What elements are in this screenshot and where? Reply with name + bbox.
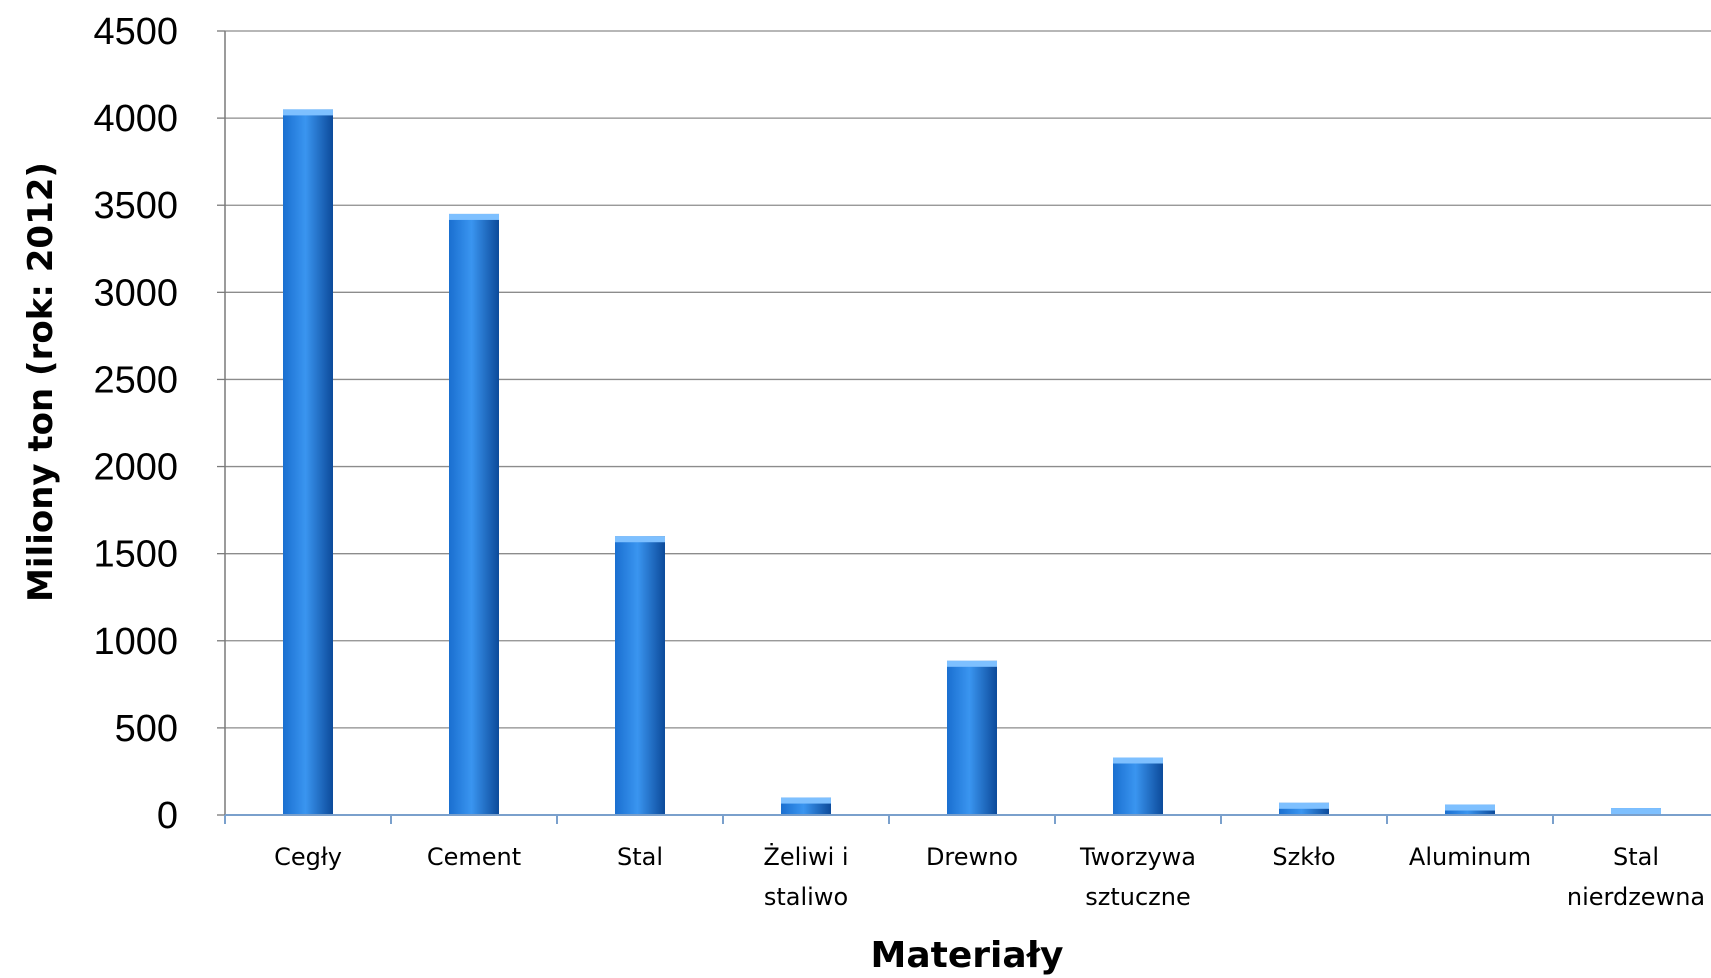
x-tick-label: Drewno [926, 843, 1018, 871]
x-axis-title: Materiały [871, 935, 1064, 976]
bar-top-highlight [615, 536, 665, 543]
y-tick-label: 0 [157, 795, 178, 837]
bar-top-highlight [1611, 808, 1661, 815]
bar [449, 213, 499, 815]
x-tick-labels: Cegły Cement Stal Żeliwi i staliwo Drewno Twor… [274, 842, 1705, 911]
bar [1113, 757, 1163, 815]
bar-top-highlight [449, 213, 499, 220]
x-tick-label: Szkło [1272, 843, 1335, 871]
x-tick-label: Żeliwi i staliwo [763, 842, 848, 911]
x-tick-label: Aluminum [1409, 843, 1531, 871]
bar-top-highlight [781, 797, 831, 804]
y-tick-label: 3500 [93, 185, 178, 227]
x-tick-label: Stal nierdzewna [1567, 843, 1705, 911]
y-tick-label: 4500 [93, 11, 178, 53]
y-axis-title: Miliony ton (rok: 2012) [21, 162, 61, 602]
y-tick-label: 3000 [93, 272, 178, 314]
gridlines [225, 30, 1711, 729]
x-tick-label: Stal [617, 843, 663, 871]
bar-top-highlight [283, 109, 333, 116]
bar-top-highlight [1113, 757, 1163, 764]
x-tick-label: Cement [427, 843, 521, 871]
bar [615, 536, 665, 815]
y-tick-label: 1500 [93, 534, 178, 576]
y-tick-label: 4000 [93, 98, 178, 140]
y-tick-label: 2000 [93, 447, 178, 489]
x-tick-label: Cegły [274, 843, 342, 871]
bar-top-highlight [947, 660, 997, 667]
bar [283, 109, 333, 815]
x-tick-label: Tworzywa sztuczne [1079, 843, 1196, 911]
axes [217, 30, 1711, 824]
y-tick-label: 500 [115, 708, 178, 750]
bar [947, 660, 997, 815]
y-tick-labels: 0 500 1000 1500 2000 2500 3000 3500 4000 4500 [93, 11, 178, 837]
bars [283, 109, 1661, 815]
y-tick-label: 2500 [93, 359, 178, 401]
bar-top-highlight [1279, 802, 1329, 809]
bar-top-highlight [1445, 804, 1495, 811]
y-tick-label: 1000 [93, 621, 178, 663]
